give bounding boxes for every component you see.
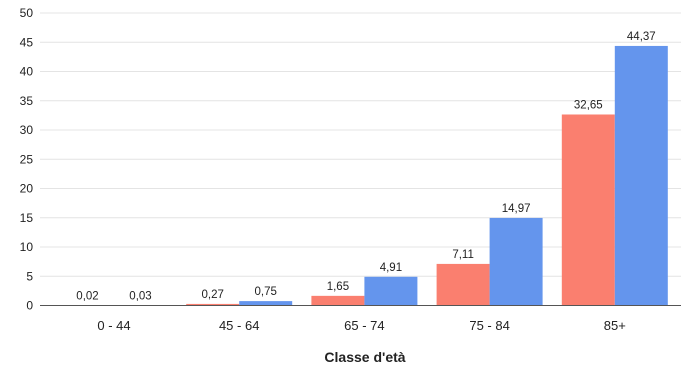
bar	[436, 263, 490, 306]
x-category-label: 0 - 44	[97, 318, 130, 333]
y-tick-label: 45	[20, 35, 34, 49]
x-category-label: 85+	[604, 318, 626, 333]
y-tick-label: 10	[20, 240, 34, 254]
data-label: 0,03	[129, 290, 151, 302]
y-tick-label: 0	[26, 299, 33, 313]
data-label: 32,65	[574, 99, 603, 111]
data-label: 7,11	[452, 249, 474, 261]
bar	[489, 217, 543, 306]
bar	[239, 301, 293, 306]
y-axis-ticks: 0 5 10 15 20 25 30 35 40 45 50	[20, 6, 34, 313]
y-tick-label: 35	[20, 94, 34, 108]
y-tick-label: 20	[20, 182, 34, 196]
y-tick-label: 40	[20, 65, 34, 79]
y-tick-label: 30	[20, 123, 34, 137]
x-category-label: 45 - 64	[219, 318, 259, 333]
data-label: 4,91	[380, 262, 402, 274]
x-axis-categories: 0 - 44 45 - 64 65 - 74 75 - 84 85+	[97, 318, 625, 333]
bar	[561, 114, 615, 306]
data-label: 44,37	[627, 31, 656, 43]
data-label: 0,02	[76, 290, 98, 302]
y-tick-label: 5	[26, 269, 33, 283]
y-tick-label: 25	[20, 152, 34, 166]
data-label: 0,27	[202, 289, 224, 301]
bar	[364, 276, 418, 306]
data-label: 1,65	[327, 281, 349, 293]
y-tick-label: 50	[20, 6, 34, 20]
x-category-label: 65 - 74	[344, 318, 384, 333]
bars	[61, 45, 668, 306]
data-label: 0,75	[255, 286, 277, 298]
y-tick-label: 15	[20, 211, 34, 225]
data-label: 14,97	[502, 203, 531, 215]
data-labels: 0,02 0,03 0,27 0,75 1,65 4,91 7,11 14,97 32,65 44…	[76, 31, 655, 302]
gridlines	[40, 12, 681, 277]
bar	[186, 303, 240, 306]
bar	[311, 295, 365, 306]
x-axis-title: Classe d'età	[324, 349, 405, 365]
x-category-label: 75 - 84	[469, 318, 509, 333]
bar	[614, 45, 668, 306]
